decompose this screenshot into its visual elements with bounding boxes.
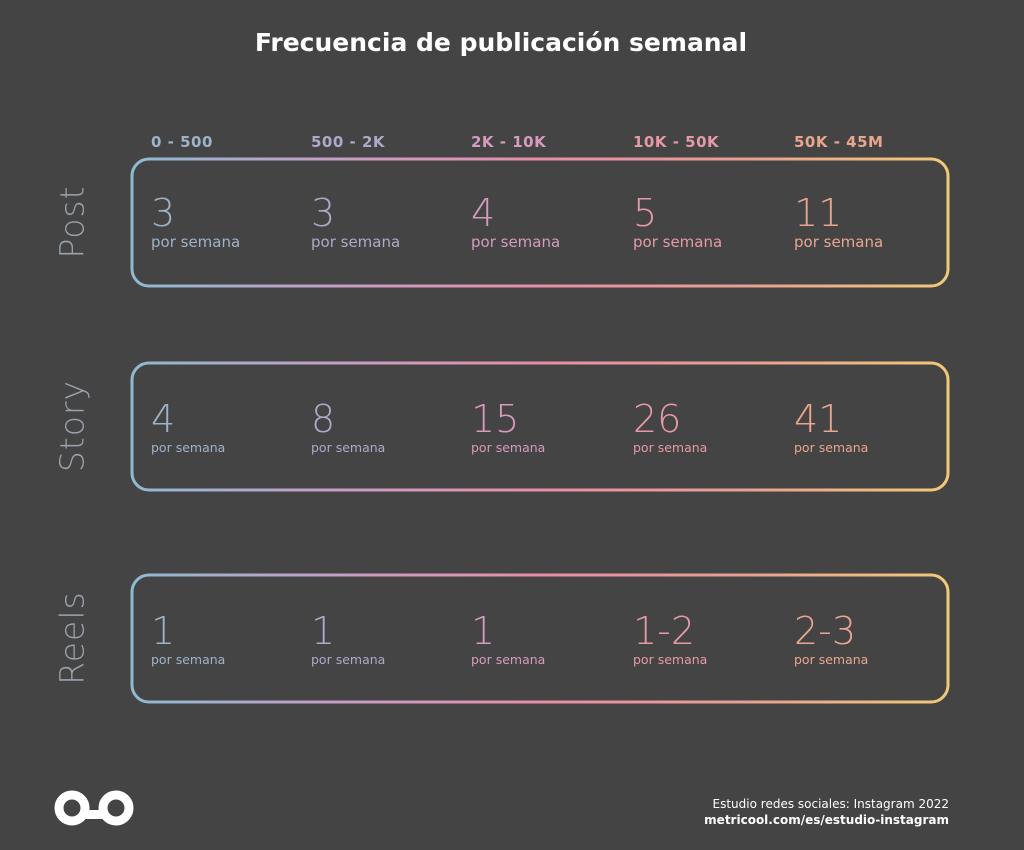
- data-cell: 1 por semana: [311, 611, 385, 669]
- data-cell: 1 por semana: [471, 611, 545, 669]
- unit-label: por semana: [794, 440, 869, 455]
- column-header: 0 - 500: [151, 133, 213, 151]
- unit-label: por semana: [633, 440, 708, 455]
- unit-label: por semana: [794, 652, 869, 667]
- source-line: Estudio redes sociales: Instagram 2022: [712, 797, 949, 811]
- value: 3: [311, 191, 336, 235]
- source-note: Estudio redes sociales: Instagram 2022 m…: [704, 796, 949, 828]
- column-header: 500 - 2K: [311, 133, 386, 151]
- value: 8: [311, 397, 336, 441]
- unit-label: por semana: [471, 233, 561, 251]
- value: 41: [794, 397, 843, 441]
- value: 1-2: [633, 609, 696, 653]
- row-border: [130, 361, 950, 492]
- value: 4: [471, 191, 496, 235]
- unit-label: por semana: [633, 233, 723, 251]
- row-border: [130, 573, 950, 704]
- value: 11: [794, 191, 843, 235]
- unit-label: por semana: [633, 652, 708, 667]
- metricool-logo-icon: [54, 790, 134, 826]
- column-header: 2K - 10K: [471, 133, 547, 151]
- unit-label: por semana: [311, 233, 401, 251]
- data-cell: 11 por semana: [794, 193, 883, 251]
- row-label: Reels: [52, 591, 92, 685]
- source-url[interactable]: metricool.com/es/estudio-instagram: [704, 813, 949, 827]
- data-cell: 15 por semana: [471, 399, 545, 457]
- unit-label: por semana: [151, 440, 226, 455]
- row-label: Post: [52, 185, 92, 259]
- unit-label: por semana: [794, 233, 884, 251]
- unit-label: por semana: [311, 652, 386, 667]
- value: 1: [151, 609, 176, 653]
- column-header: 50K - 45M: [794, 133, 884, 151]
- value: 1: [471, 609, 496, 653]
- row-border: [130, 157, 950, 288]
- unit-label: por semana: [471, 652, 546, 667]
- data-cell: 1 por semana: [151, 611, 225, 669]
- data-cell: 1-2 por semana: [633, 611, 707, 669]
- value: 3: [151, 191, 176, 235]
- data-cell: 3 por semana: [151, 193, 240, 251]
- data-cell: 4 por semana: [151, 399, 225, 457]
- value: 2-3: [794, 609, 857, 653]
- column-header: 10K - 50K: [633, 133, 720, 151]
- unit-label: por semana: [311, 440, 386, 455]
- row-label: Story: [52, 379, 92, 473]
- value: 4: [151, 397, 176, 441]
- data-cell: 2-3 por semana: [794, 611, 868, 669]
- unit-label: por semana: [151, 233, 241, 251]
- unit-label: por semana: [471, 440, 546, 455]
- row-box-reels: 1 por semana 1 por semana 1 por semana 1-2 por …: [130, 573, 950, 704]
- unit-label: por semana: [151, 652, 226, 667]
- data-cell: 41 por semana: [794, 399, 868, 457]
- value: 5: [633, 191, 658, 235]
- page-title: Frecuencia de publicación semanal: [254, 28, 748, 57]
- data-cell: 5 por semana: [633, 193, 722, 251]
- value: 15: [471, 397, 520, 441]
- data-cell: 26 por semana: [633, 399, 707, 457]
- data-cell: 4 por semana: [471, 193, 560, 251]
- value: 26: [633, 397, 682, 441]
- value: 1: [311, 609, 336, 653]
- row-box-story: 4 por semana 8 por semana 15 por semana 26 por …: [130, 361, 950, 492]
- data-cell: 3 por semana: [311, 193, 400, 251]
- data-cell: 8 por semana: [311, 399, 385, 457]
- row-box-post: 3 por semana 3 por semana 4 por semana 5 por se…: [130, 157, 950, 288]
